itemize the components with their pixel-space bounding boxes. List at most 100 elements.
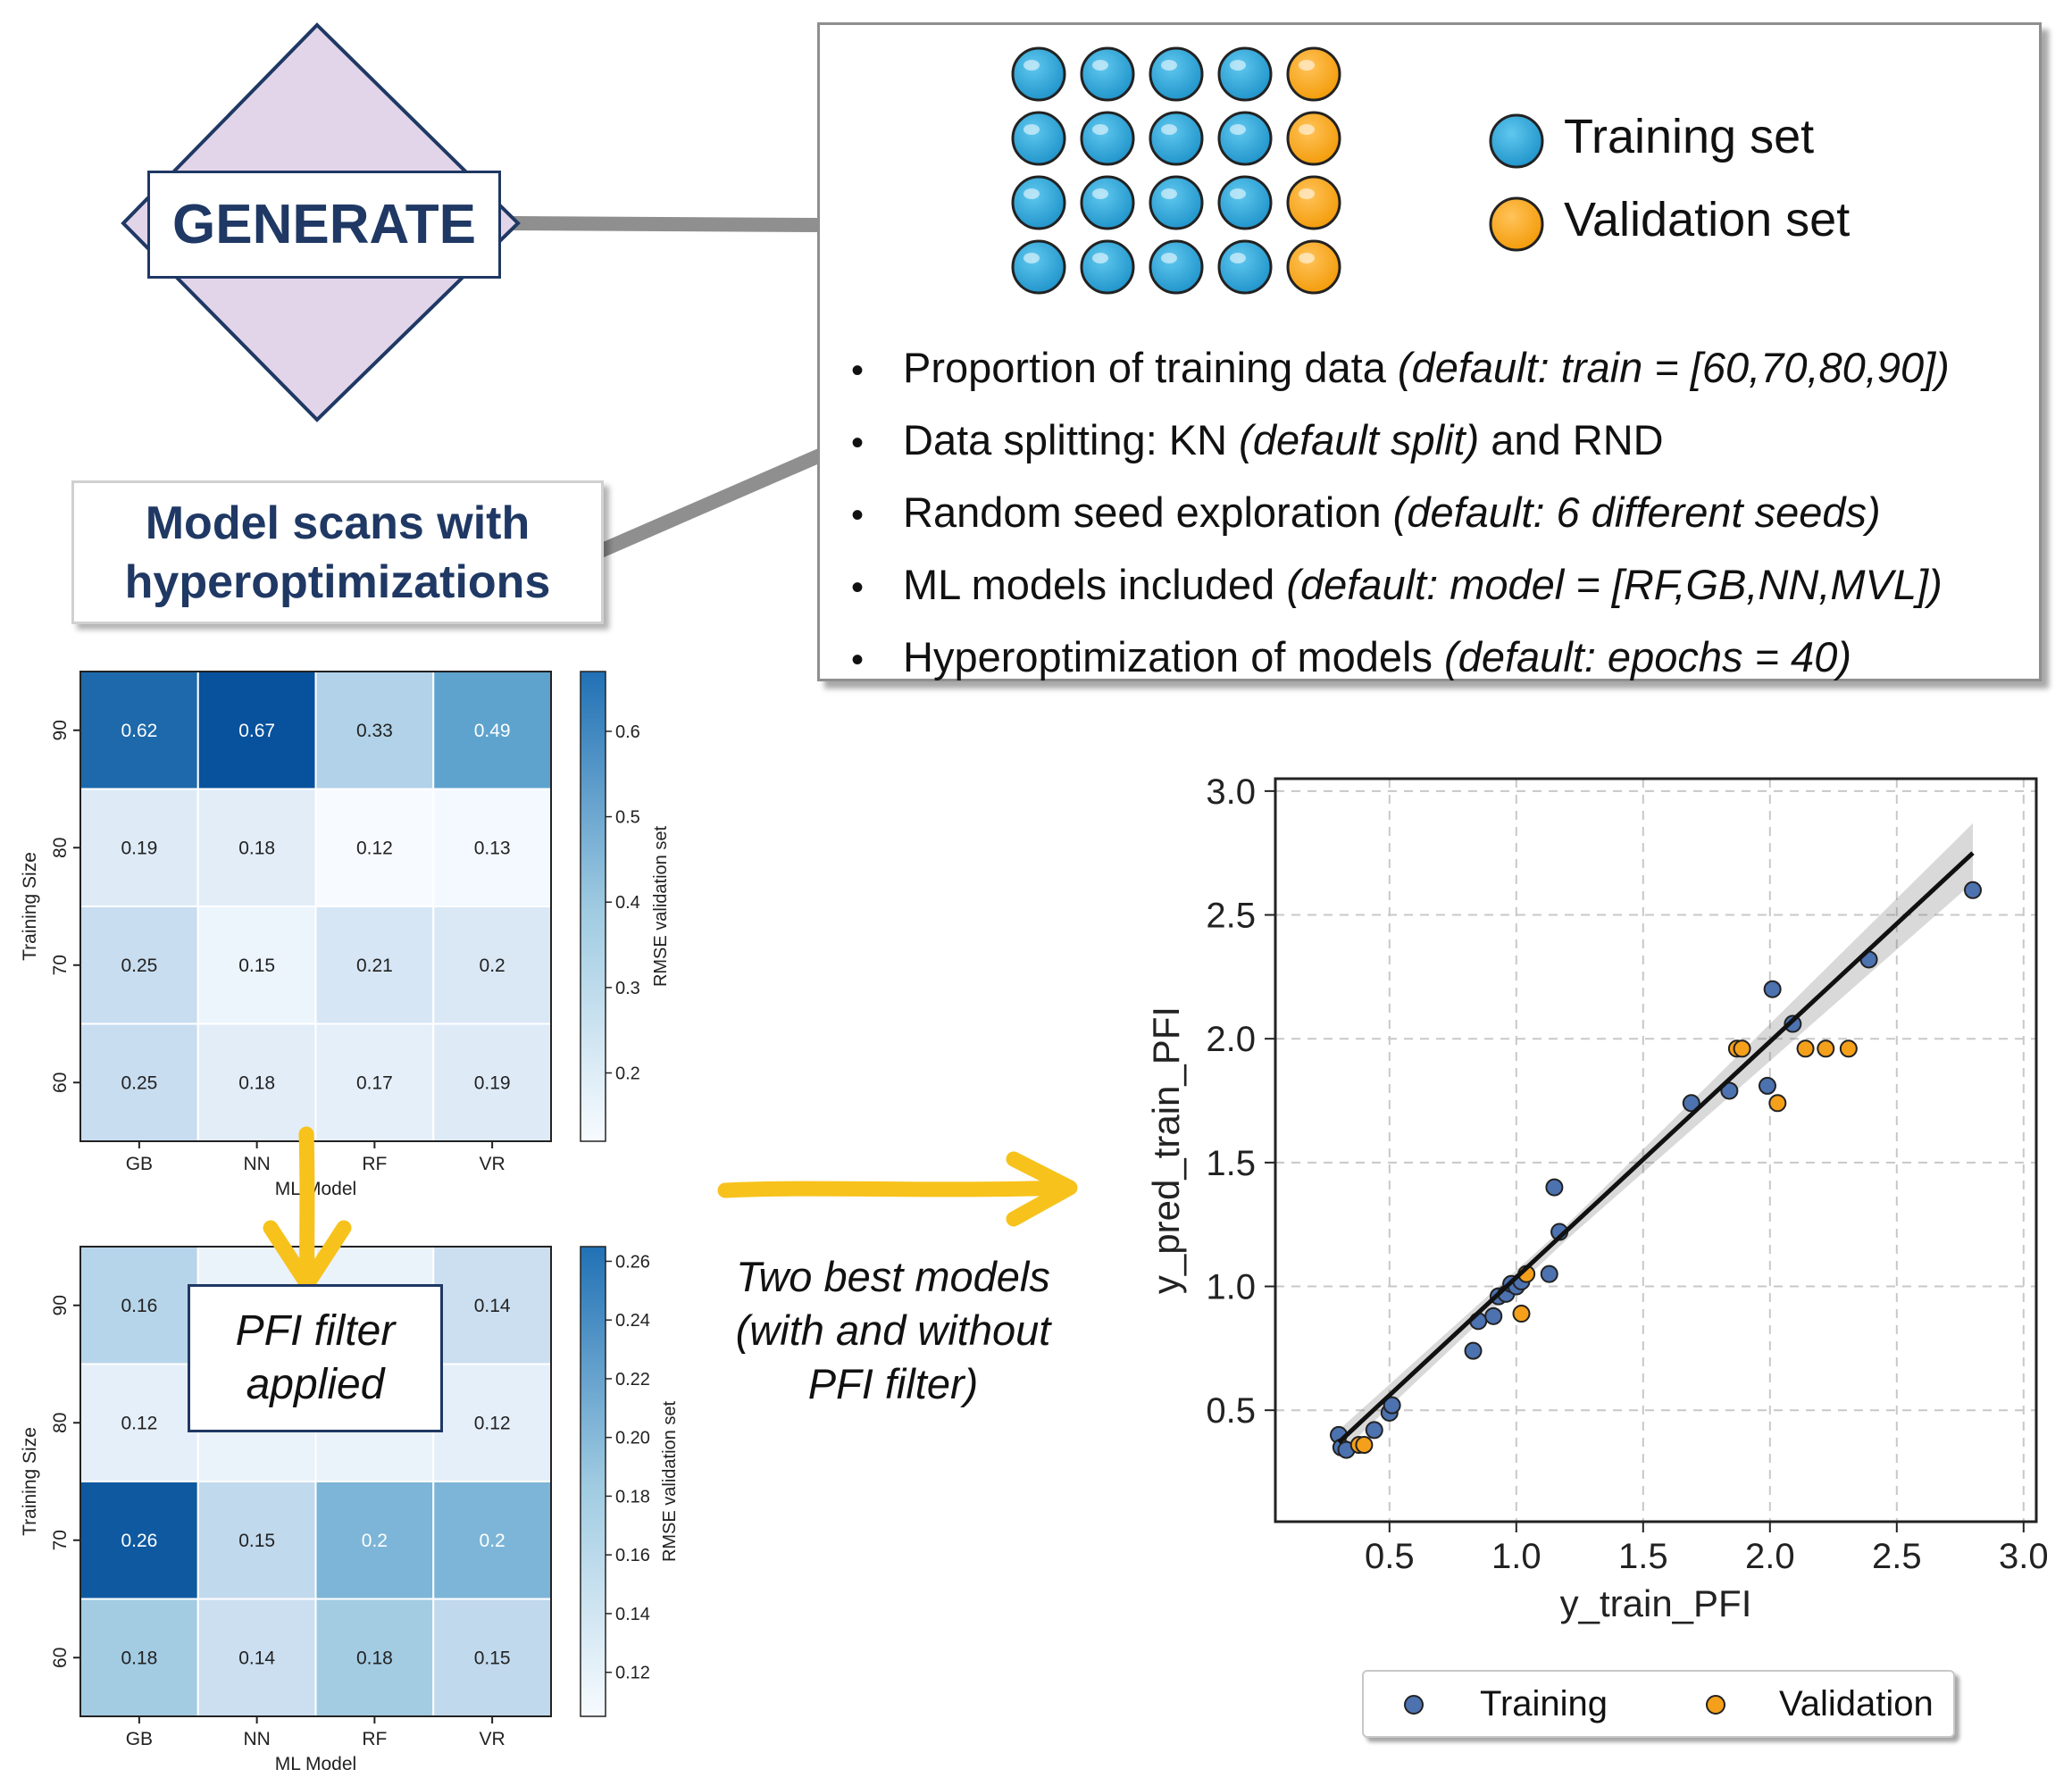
heatmap-cell xyxy=(432,906,552,1025)
plot-frame xyxy=(1274,777,2038,1523)
connector-line-scan xyxy=(595,448,823,559)
cell-value-label: 0.21 xyxy=(356,956,393,976)
best-line-2: (with and without xyxy=(735,1306,1051,1354)
cell-value-label: 0.25 xyxy=(121,956,157,976)
validation-point xyxy=(1817,1039,1835,1058)
dot-highlight xyxy=(1230,60,1246,71)
dot-highlight xyxy=(1230,188,1246,199)
colorbar-tick-label: 0.6 xyxy=(615,722,640,742)
colorbar-tick-label: 0.3 xyxy=(615,979,640,998)
y-tick-label: 3.0 xyxy=(1206,772,1256,812)
cell-value-label: 0.67 xyxy=(238,721,275,741)
dot-highlight xyxy=(1230,253,1246,263)
dot-highlight xyxy=(1161,253,1177,263)
x-tick-label: 0.5 xyxy=(1365,1537,1415,1576)
heatmap-cell xyxy=(196,1598,317,1717)
heatmap-cell xyxy=(196,1022,317,1142)
scan-line-2: hyperoptimizations xyxy=(124,555,551,608)
training-dot xyxy=(1217,239,1273,295)
dot-highlight xyxy=(1299,124,1315,135)
heatmap-cell xyxy=(432,1598,552,1717)
cell-value-label: 0.26 xyxy=(121,1531,157,1551)
validation-point xyxy=(1355,1436,1374,1455)
training-point xyxy=(1964,880,1982,899)
cell-value-label: 0.12 xyxy=(356,838,393,858)
y-tick-label: 90 xyxy=(50,1295,71,1315)
dot-highlight xyxy=(1161,60,1177,71)
legend-training-marker-icon xyxy=(1404,1695,1424,1715)
training-dot xyxy=(1217,175,1273,230)
cell-value-label: 0.15 xyxy=(238,1531,275,1551)
x-tick-label: 2.0 xyxy=(1745,1537,1795,1576)
data-split-dots xyxy=(1011,46,1341,295)
cell-value-label: 0.18 xyxy=(356,1648,393,1668)
training-dot xyxy=(1149,175,1204,230)
best-models-caption: Two best models (with and without PFI fi… xyxy=(706,1250,1081,1411)
x-tick-label: 3.0 xyxy=(1999,1537,2049,1576)
training-point xyxy=(1784,1014,1802,1033)
x-tick-label: 1.5 xyxy=(1618,1537,1668,1576)
heatmap-cell xyxy=(79,1022,199,1142)
cell-value-label: 0.14 xyxy=(474,1296,511,1316)
best-line-1: Two best models xyxy=(736,1253,1050,1300)
validation-dot xyxy=(1286,239,1341,295)
heatmap-cell xyxy=(314,788,435,907)
cell-value-label: 0.18 xyxy=(238,1072,275,1093)
right-arrow-best xyxy=(717,1180,1071,1198)
model-scan-box: Model scans with hyperoptimizations xyxy=(71,480,604,624)
y-tick-label: 60 xyxy=(50,1648,71,1668)
x-axis-label: ML Model xyxy=(275,1754,356,1774)
cell-value-label: 0.12 xyxy=(121,1413,157,1433)
training-dot xyxy=(1011,239,1066,295)
training-dot xyxy=(1011,46,1066,102)
colorbar-tick-label: 0.14 xyxy=(615,1605,650,1624)
dot-highlight xyxy=(1023,253,1040,263)
cell-value-label: 0.2 xyxy=(480,1531,505,1551)
cell-value-label: 0.19 xyxy=(474,1072,511,1093)
heatmap-cell xyxy=(432,1481,552,1600)
training-dot xyxy=(1080,175,1135,230)
heatmap-cell xyxy=(79,788,199,907)
legend-validation-marker-icon xyxy=(1706,1695,1725,1715)
legend-training-label: Training set xyxy=(1564,110,1815,163)
cell-value-label: 0.25 xyxy=(121,1072,157,1093)
y-tick-label: 1.0 xyxy=(1206,1268,1256,1307)
colorbar-label: RMSE validation set xyxy=(651,826,671,988)
x-tick-label: GB xyxy=(126,1154,153,1174)
y-tick-label: 90 xyxy=(50,720,71,740)
y-tick-label: 80 xyxy=(50,1413,71,1433)
scatter-legend: Training Validation xyxy=(1362,1670,1955,1738)
cell-value-label: 0.16 xyxy=(121,1296,157,1316)
cell-value-label: 0.33 xyxy=(356,721,393,741)
cell-value-label: 0.2 xyxy=(480,956,505,976)
dot-highlight xyxy=(1092,188,1108,199)
colorbar-tick-label: 0.26 xyxy=(615,1252,650,1272)
dot-highlight xyxy=(1092,124,1108,135)
right-arrow-best-head xyxy=(1006,1151,1078,1227)
pfi-line-1: PFI filter xyxy=(235,1307,396,1355)
colorbar-tick-label: 0.22 xyxy=(615,1370,650,1390)
training-point xyxy=(1720,1081,1739,1100)
cell-value-label: 0.14 xyxy=(238,1648,275,1668)
settings-item: Proportion of training data (default: tr… xyxy=(851,333,1950,405)
connector-line-generate xyxy=(513,216,821,232)
settings-list: Proportion of training data (default: tr… xyxy=(851,333,1950,695)
training-point xyxy=(1540,1264,1558,1283)
cell-value-label: 0.18 xyxy=(238,838,275,858)
training-point xyxy=(1484,1306,1503,1325)
colorbar-tick-label: 0.4 xyxy=(615,893,640,913)
dot-highlight xyxy=(1161,188,1177,199)
training-dot xyxy=(1149,111,1204,166)
dot-highlight xyxy=(1299,253,1315,263)
generate-label: GENERATE xyxy=(147,171,501,279)
legend-validation-label: Validation set xyxy=(1564,193,1851,246)
colorbar-tick-label: 0.20 xyxy=(615,1429,650,1448)
settings-item: Random seed exploration (default: 6 diff… xyxy=(851,478,1950,550)
training-dot xyxy=(1217,46,1273,102)
training-dot xyxy=(1011,175,1066,230)
cell-value-label: 0.17 xyxy=(356,1072,393,1093)
dot-highlight xyxy=(1092,253,1108,263)
best-line-3: PFI filter) xyxy=(807,1360,979,1407)
heatmap-cell xyxy=(314,1481,435,1600)
validation-point xyxy=(1768,1094,1787,1113)
